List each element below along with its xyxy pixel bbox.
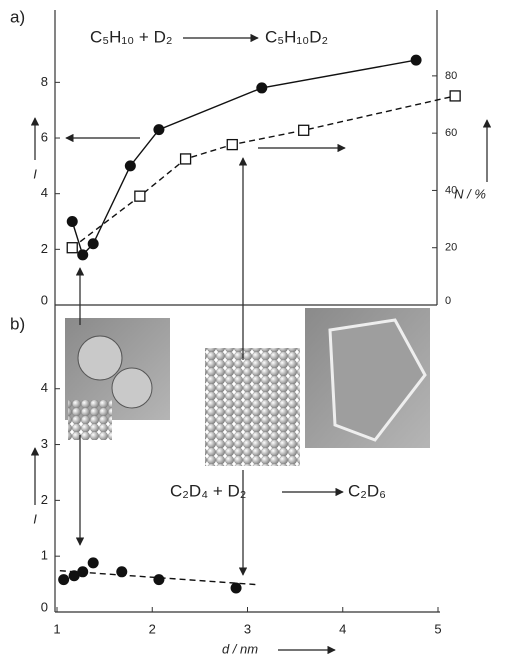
reactant: C₅H₁₀ + D₂ [90, 27, 172, 46]
x-tick-label: 3 [244, 621, 251, 636]
y-tick-label: 2 [41, 492, 48, 507]
point [230, 582, 242, 594]
point [116, 566, 128, 578]
y2-tick-label: 40 [445, 184, 457, 196]
point [410, 54, 422, 66]
point [87, 557, 99, 569]
x-axis-label: d / nm [222, 641, 258, 656]
point [226, 138, 238, 151]
point [256, 82, 268, 94]
series-line [59, 569, 258, 586]
panel-label: b) [10, 314, 25, 333]
point [134, 190, 146, 202]
x-tick-label: 2 [149, 621, 156, 636]
cluster-small [68, 400, 112, 440]
y2-axis-label: N / % [454, 186, 486, 201]
point [66, 216, 78, 228]
point [298, 124, 310, 136]
y-tick-label: 0 [41, 292, 48, 307]
product: C₅H₁₀D₂ [265, 27, 328, 46]
y2-tick-label: 20 [445, 242, 457, 254]
point [449, 90, 461, 102]
x-tick-label: 4 [339, 621, 346, 636]
y-tick-label: 2 [41, 241, 48, 256]
x-tick-label: 1 [53, 621, 60, 636]
point [179, 153, 192, 165]
y-axis-label: I [33, 166, 37, 181]
series-line [71, 95, 456, 249]
y-tick-label: 0 [41, 599, 48, 614]
y2-tick-label: 0 [445, 295, 451, 307]
point [77, 249, 89, 261]
y-tick-label: 3 [41, 436, 48, 451]
series-line [71, 59, 417, 257]
reactant: C₂D₄ + D₂ [170, 481, 246, 500]
point [66, 242, 78, 254]
y-tick-label: 1 [41, 548, 48, 563]
y-tick-label: 4 [41, 380, 48, 395]
point [124, 160, 136, 172]
point [153, 124, 165, 136]
point [68, 570, 80, 582]
point [153, 574, 165, 586]
cluster-large [205, 348, 300, 466]
y2-tick-label: 60 [445, 127, 457, 139]
point [87, 238, 99, 250]
arrows [30, 33, 492, 655]
y-tick-label: 4 [41, 185, 48, 200]
y2-tick-label: 80 [445, 70, 457, 82]
product: C₂D₆ [348, 481, 386, 500]
x-tick-label: 5 [434, 621, 441, 636]
y-tick-label: 6 [41, 129, 48, 144]
y-axis-label: I [33, 511, 37, 526]
panel-label: a) [10, 7, 25, 26]
stm-image-large [305, 308, 430, 448]
y-tick-label: 8 [41, 74, 48, 89]
point [58, 574, 70, 586]
